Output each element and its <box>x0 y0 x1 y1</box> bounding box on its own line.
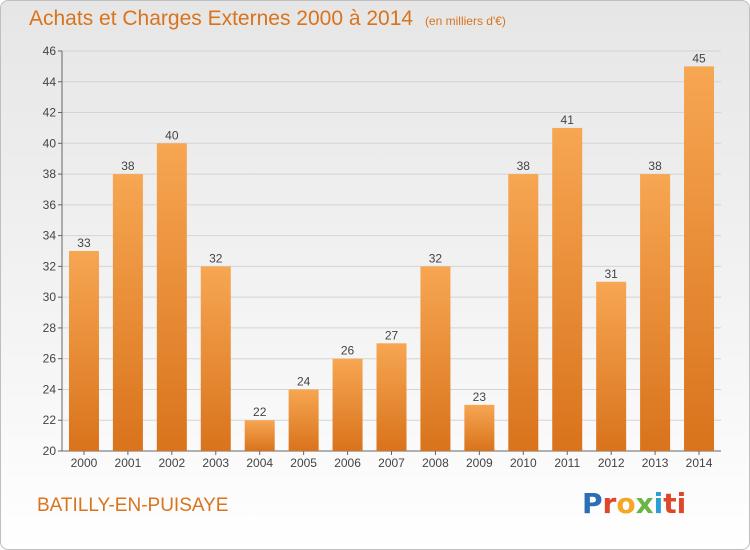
y-tick-label: 30 <box>43 290 57 304</box>
proxiti-logo: Proxiti <box>582 487 687 520</box>
data-label: 38 <box>517 159 531 173</box>
bar-2014 <box>684 66 715 451</box>
data-label: 32 <box>209 251 223 265</box>
data-label: 33 <box>77 236 91 250</box>
bar-2000 <box>68 251 99 451</box>
x-tick-label: 2008 <box>422 456 449 470</box>
y-tick-label: 24 <box>43 382 57 396</box>
y-tick-label: 42 <box>43 106 57 120</box>
chart-title-text: Achats et Charges Externes 2000 à 2014 <box>29 7 414 30</box>
x-tick-label: 2001 <box>115 456 142 470</box>
y-tick-label: 22 <box>43 413 57 427</box>
x-tick-label: 2013 <box>642 456 669 470</box>
y-tick-label: 46 <box>43 44 57 58</box>
x-tick-label: 2000 <box>71 456 98 470</box>
bar-2008 <box>420 266 451 451</box>
bar-2013 <box>640 174 671 452</box>
y-tick-label: 44 <box>43 75 57 89</box>
x-tick-label: 2010 <box>510 456 537 470</box>
commune-name: BATILLY-EN-PUISAYE <box>37 495 229 516</box>
y-tick-label: 40 <box>43 136 57 150</box>
y-tick-label: 32 <box>43 259 57 273</box>
bar-2004 <box>244 420 275 451</box>
x-tick-label: 2012 <box>598 456 625 470</box>
bar-2011 <box>552 127 583 451</box>
data-label: 23 <box>473 390 487 404</box>
data-label: 32 <box>429 251 443 265</box>
data-label: 22 <box>253 405 267 419</box>
data-label: 31 <box>604 267 618 281</box>
bar-2006 <box>332 358 363 451</box>
chart-title: Achats et Charges Externes 2000 à 2014 (… <box>29 7 506 31</box>
y-tick-label: 34 <box>43 229 57 243</box>
x-tick-label: 2009 <box>466 456 493 470</box>
data-label: 38 <box>648 159 662 173</box>
data-label: 40 <box>165 128 179 142</box>
y-tick-label: 20 <box>43 444 57 458</box>
x-tick-label: 2003 <box>202 456 229 470</box>
data-label: 24 <box>297 374 311 388</box>
bar-2010 <box>508 174 539 452</box>
data-label: 26 <box>341 344 355 358</box>
data-label: 38 <box>121 159 135 173</box>
bar-2009 <box>464 404 495 451</box>
data-label: 41 <box>561 113 575 127</box>
x-tick-label: 2006 <box>334 456 361 470</box>
bar-2002 <box>156 143 187 452</box>
bar-2001 <box>112 174 143 452</box>
x-tick-label: 2014 <box>686 456 713 470</box>
y-tick-label: 26 <box>43 352 57 366</box>
data-label: 27 <box>385 328 399 342</box>
bar-2003 <box>200 266 231 451</box>
bar-2007 <box>376 343 407 451</box>
y-tick-label: 38 <box>43 167 57 181</box>
bar-2005 <box>288 389 319 451</box>
x-tick-label: 2002 <box>158 456 185 470</box>
x-tick-label: 2011 <box>554 456 580 470</box>
bar-2012 <box>596 281 627 451</box>
y-tick-label: 36 <box>43 198 57 212</box>
chart-unit: (en milliers d'€) <box>424 14 506 28</box>
y-tick-label: 28 <box>43 321 57 335</box>
data-label: 45 <box>692 51 706 65</box>
x-tick-label: 2007 <box>378 456 405 470</box>
x-tick-label: 2005 <box>290 456 317 470</box>
x-tick-label: 2004 <box>246 456 273 470</box>
